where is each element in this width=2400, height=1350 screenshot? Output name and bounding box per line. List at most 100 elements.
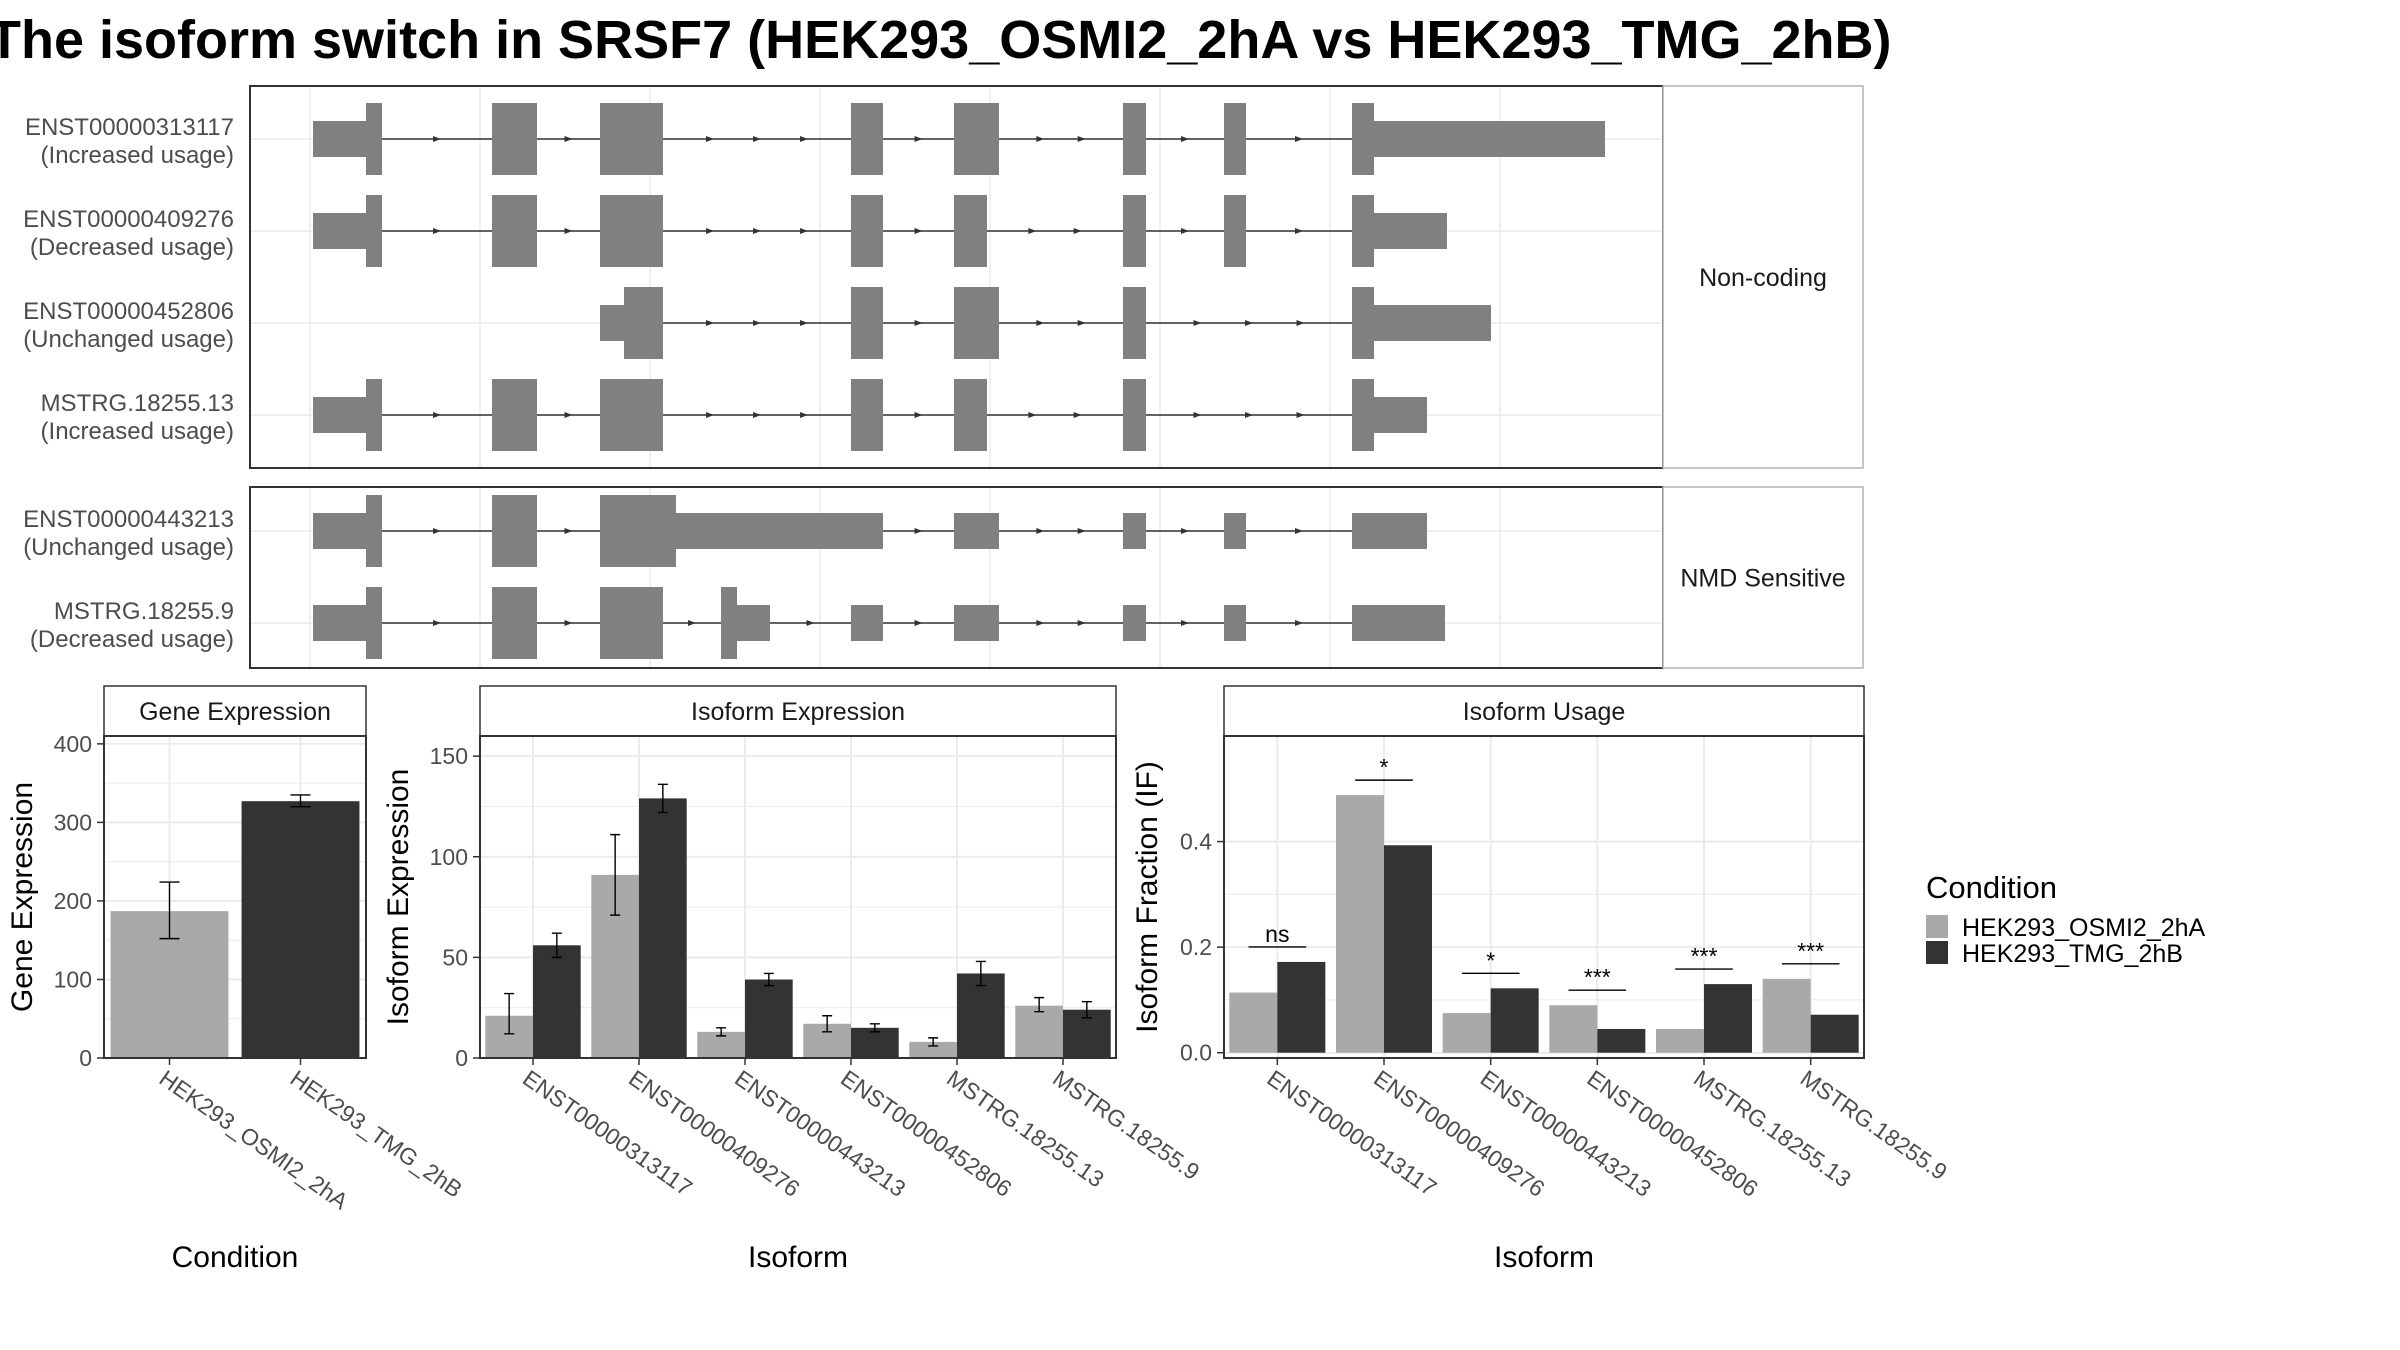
bar — [1277, 961, 1326, 1053]
error-bar — [504, 992, 515, 1035]
bar — [1384, 845, 1432, 1053]
direction-arrow — [706, 228, 714, 234]
bar — [1229, 992, 1278, 1053]
error-bar — [610, 833, 621, 916]
coding-exon — [600, 195, 663, 267]
direction-arrow — [1295, 528, 1303, 534]
direction-arrow — [914, 228, 923, 234]
error-bar — [869, 1023, 880, 1033]
panel-strip — [479, 685, 1117, 737]
y-axis-title: Gene Expression — [6, 782, 39, 1012]
y-tick-label: 200 — [54, 888, 92, 914]
panel-strip — [1223, 685, 1865, 737]
utr-exon — [1224, 513, 1246, 549]
y-axis-title: Isoform Fraction (IF) — [1131, 761, 1164, 1033]
direction-arrow — [800, 320, 808, 326]
isoform-usage-label: (Unchanged usage) — [23, 326, 234, 353]
direction-arrow — [1245, 320, 1253, 326]
significance-label: *** — [1797, 938, 1824, 964]
coding-exon — [600, 495, 676, 567]
panel-frame — [479, 735, 1117, 1059]
coding-exon — [492, 103, 537, 175]
coding-exon — [492, 495, 537, 567]
coding-exon — [492, 379, 537, 451]
coding-exon — [600, 103, 663, 175]
bar — [1549, 1005, 1598, 1053]
direction-arrow — [433, 620, 441, 626]
coding-exon — [851, 379, 883, 451]
error-bar — [290, 794, 311, 808]
bar — [639, 798, 687, 1058]
isoform-id-label: MSTRG.18255.9 — [54, 598, 234, 625]
coding-exon — [366, 587, 382, 659]
bar — [1810, 1014, 1859, 1053]
direction-arrow — [800, 228, 808, 234]
direction-arrow — [1077, 620, 1086, 626]
direction-arrow — [914, 320, 923, 326]
y-tick-label: 0.4 — [1180, 829, 1212, 855]
panel-strip-title: Isoform Expression — [691, 698, 905, 726]
isoform-usage-label: (Decreased usage) — [30, 626, 234, 653]
bar — [957, 973, 1005, 1058]
coding-exon — [366, 103, 382, 175]
direction-arrow — [1073, 228, 1082, 234]
direction-arrow — [1193, 412, 1202, 418]
utr-exon — [1224, 605, 1246, 641]
direction-arrow — [1181, 136, 1189, 142]
coding-exon — [492, 195, 537, 267]
direction-arrow — [564, 620, 573, 626]
isoform-usage-label: (Increased usage) — [41, 142, 234, 169]
direction-arrow — [564, 228, 573, 234]
figure-title: The isoform switch in SRSF7 (HEK293_OSMI… — [0, 10, 1892, 70]
coding-exon — [492, 587, 537, 659]
error-bar — [822, 1015, 833, 1033]
direction-arrow — [1077, 320, 1086, 326]
direction-arrow — [564, 136, 573, 142]
y-tick-label: 300 — [54, 809, 92, 835]
direction-arrow — [1036, 320, 1045, 326]
y-tick-label: 0 — [79, 1045, 92, 1071]
isoform-structure-panel: ENST00000313117(Increased usage)ENST0000… — [23, 85, 1864, 669]
bar — [241, 801, 360, 1058]
significance-label: *** — [1584, 964, 1611, 990]
y-tick-label: 400 — [54, 731, 92, 757]
bar — [909, 1041, 957, 1058]
direction-arrow — [1295, 228, 1303, 234]
coding-exon — [1224, 195, 1246, 267]
coding-exon — [954, 195, 987, 267]
direction-arrow — [688, 620, 696, 626]
utr-exon — [313, 397, 366, 433]
error-bar — [657, 783, 668, 814]
x-tick-label: ENST00000452806 — [1582, 1065, 1762, 1202]
structure-group-label: Non-coding — [1699, 264, 1827, 292]
direction-arrow — [433, 136, 441, 142]
coding-exon — [1352, 287, 1374, 359]
direction-arrow — [1077, 136, 1086, 142]
coding-exon — [366, 195, 382, 267]
error-bar — [975, 960, 986, 987]
y-tick-label: 100 — [430, 844, 468, 870]
legend-swatch-b — [1926, 941, 1948, 964]
bar — [1442, 1013, 1491, 1053]
coding-exon — [600, 379, 663, 451]
x-axis-title: Isoform — [1494, 1241, 1594, 1274]
direction-arrow — [753, 136, 761, 142]
direction-arrow — [1028, 228, 1037, 234]
x-tick-label: ENST00000409276 — [624, 1065, 804, 1202]
coding-exon — [721, 587, 737, 659]
x-tick-label: ENST00000443213 — [1476, 1065, 1656, 1202]
error-bar — [159, 881, 180, 940]
isoform-usage-label: (Unchanged usage) — [23, 534, 234, 561]
legend-swatch-a — [1926, 915, 1948, 938]
direction-arrow — [706, 136, 714, 142]
direction-arrow — [1181, 620, 1189, 626]
coding-exon — [1123, 379, 1146, 451]
coding-exon — [1224, 103, 1246, 175]
direction-arrow — [1295, 620, 1303, 626]
coding-exon — [1123, 287, 1146, 359]
x-tick-label: ENST00000443213 — [730, 1065, 910, 1202]
utr-exon — [313, 513, 366, 549]
y-tick-label: 0.0 — [1180, 1040, 1212, 1066]
coding-exon — [1352, 103, 1374, 175]
